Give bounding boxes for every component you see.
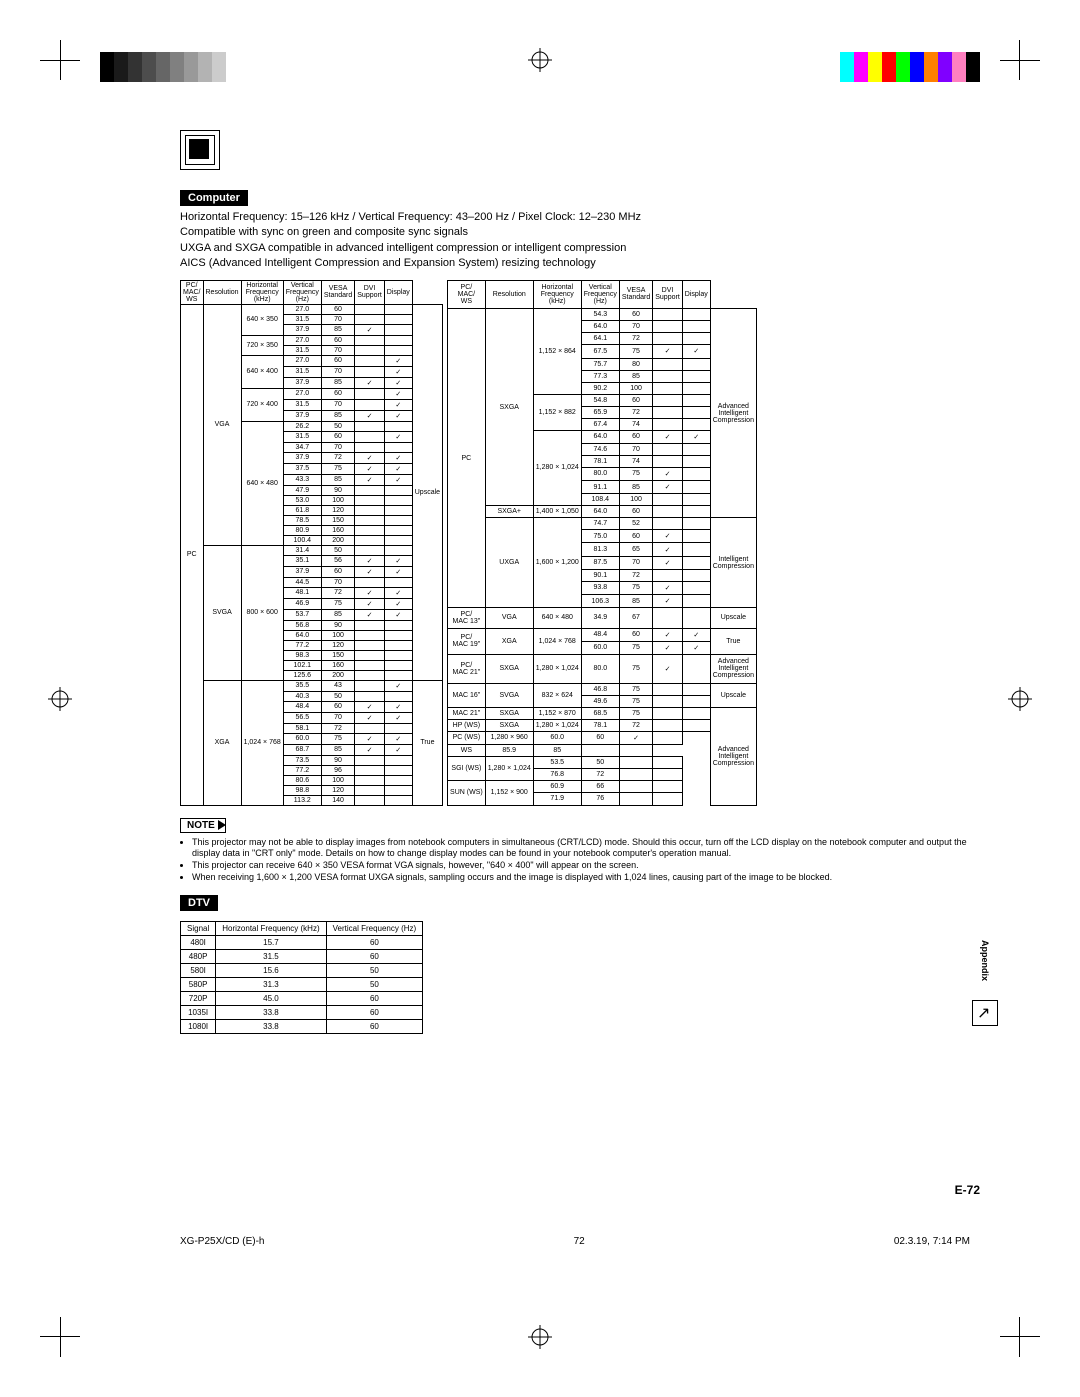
computer-section-tag: Computer (180, 190, 248, 206)
cropmark (1000, 1336, 1040, 1337)
footer-center: 72 (574, 1236, 585, 1247)
footer-left: XG-P25X/CD (E)-h (180, 1236, 264, 1247)
cropmark (60, 40, 61, 80)
manual-logo-icon (180, 130, 220, 170)
footer-right: 02.3.19, 7:14 PM (894, 1236, 970, 1247)
registration-mark (48, 687, 72, 711)
dtv-section-tag: DTV (180, 895, 218, 911)
cropmark (1019, 1317, 1020, 1357)
cropmark (1019, 40, 1020, 80)
dtv-table: SignalHorizontal Frequency (kHz)Vertical… (180, 921, 423, 1034)
appendix-side-label: Appendix (980, 940, 990, 981)
cropmark (60, 1317, 61, 1357)
page-footer: XG-P25X/CD (E)-h 72 02.3.19, 7:14 PM (180, 1236, 970, 1247)
registration-mark (1008, 687, 1032, 711)
registration-mark (528, 1325, 552, 1349)
cropmark (1000, 60, 1040, 61)
registration-mark (528, 48, 552, 72)
colorbar-gray (100, 52, 240, 82)
compat-table-right: PC/MAC/WSResolutionHorizontalFrequency(k… (447, 280, 757, 806)
colorbar-color (840, 52, 980, 82)
appendix-side-icon (972, 1000, 998, 1026)
compat-table-left: PC/MAC/WSResolutionHorizontalFrequency(k… (180, 280, 443, 806)
notes-list: This projector may not be able to displa… (180, 837, 970, 884)
note-tag: NOTE (180, 818, 226, 833)
page-number: E-72 (955, 1183, 980, 1197)
computer-intro: Horizontal Frequency: 15–126 kHz / Verti… (180, 210, 970, 272)
